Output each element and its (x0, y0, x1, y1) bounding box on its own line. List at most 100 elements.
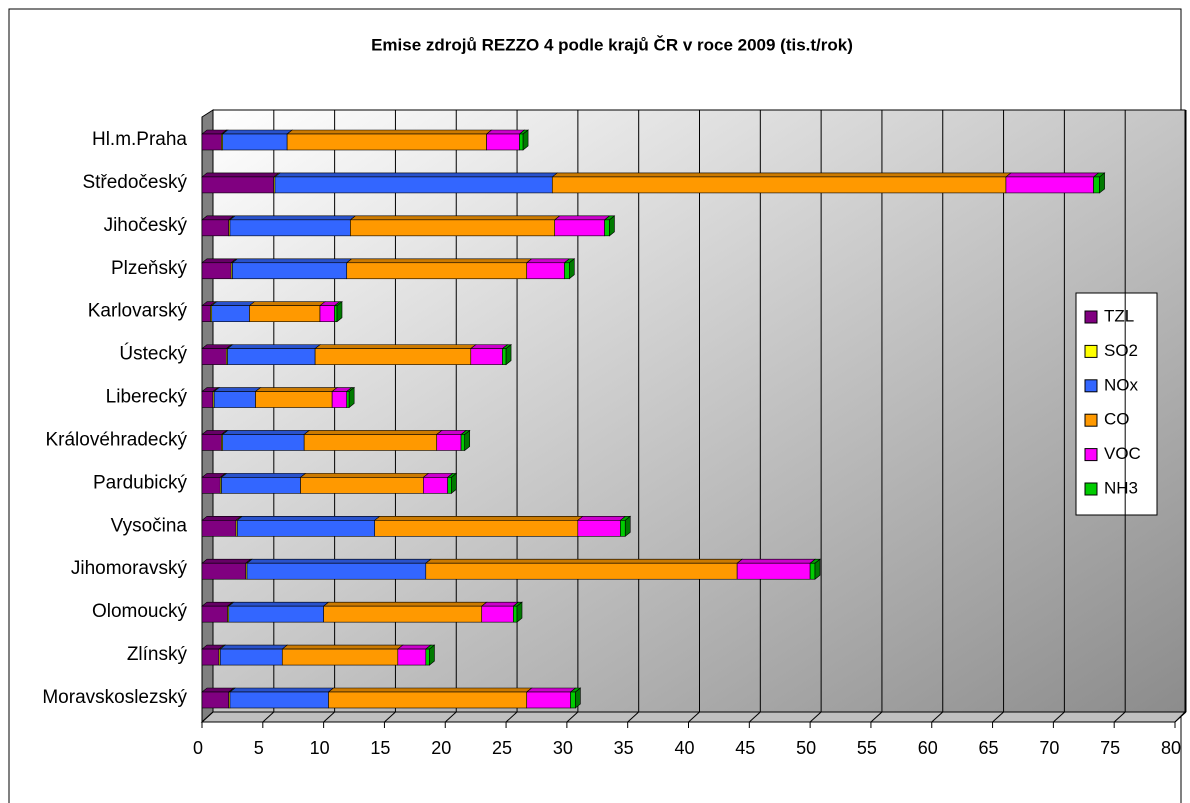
bar (513, 605, 518, 623)
x-tick-label: 5 (254, 738, 264, 758)
bar (350, 219, 556, 237)
bar (303, 434, 438, 451)
bar (470, 348, 503, 365)
bar-top (246, 558, 432, 564)
bar (219, 648, 283, 666)
grid-line (323, 711, 335, 723)
side-wall (201, 109, 214, 724)
bar-top (213, 387, 262, 392)
bar (481, 605, 514, 623)
bar-top (231, 258, 353, 264)
bar-top (314, 344, 477, 349)
x-tick-label: 30 (553, 738, 573, 758)
legend-swatch (1084, 482, 1098, 496)
bar (300, 477, 424, 494)
bar-top (327, 687, 533, 693)
legend-swatch (1084, 379, 1098, 393)
x-tick-label: 80 (1161, 738, 1181, 758)
bar (201, 391, 214, 408)
bar (323, 605, 483, 623)
x-tick-label: 15 (370, 738, 390, 758)
grid-line (748, 711, 761, 723)
grid-line (870, 711, 883, 723)
bar (229, 691, 329, 709)
bar-side (522, 129, 529, 151)
bar-top (219, 644, 289, 650)
bar-side (464, 429, 471, 452)
bar-top (1005, 172, 1100, 178)
bar-top (227, 601, 330, 607)
bar (213, 391, 256, 408)
grid-line (809, 711, 822, 723)
legend-label: SO2 (1104, 341, 1138, 360)
legend-label: VOC (1104, 444, 1141, 463)
grid-line (444, 711, 457, 723)
bar (551, 176, 1007, 194)
bar-top (299, 473, 430, 478)
bar-top (201, 172, 280, 178)
x-tick-label: 50 (796, 738, 816, 758)
bar (577, 520, 621, 537)
bar (519, 133, 524, 151)
bar (222, 133, 288, 151)
bar (201, 691, 230, 709)
y-tick-label: Zlínský (127, 644, 188, 665)
bar-side (1099, 172, 1105, 194)
y-tick-label: Jihomoravský (71, 558, 188, 579)
bar-top (469, 344, 509, 349)
x-tick-label: 60 (918, 738, 938, 758)
grid-line (1113, 711, 1126, 723)
bar (221, 477, 301, 494)
y-tick-label: Moravskoslezský (42, 687, 187, 708)
bar (232, 262, 348, 280)
legend-swatch (1084, 448, 1098, 462)
bar-top (281, 644, 404, 650)
legend-swatch (1084, 310, 1098, 324)
bar-top (221, 430, 311, 435)
bar (1093, 176, 1100, 194)
bar (328, 691, 528, 709)
bar (564, 262, 570, 280)
bar (620, 520, 626, 537)
bar (222, 434, 305, 451)
y-tick-label: Vysočina (111, 515, 188, 536)
bar (236, 520, 376, 537)
bar (286, 133, 487, 151)
y-tick-label: Jihočeský (104, 215, 188, 236)
bar-side (451, 472, 457, 495)
bar (201, 133, 222, 151)
bar-top (201, 558, 252, 564)
bar-top (551, 172, 1012, 178)
bar-top (736, 558, 816, 564)
y-tick-label: Pardubický (93, 472, 187, 493)
bar-side (505, 343, 512, 366)
bar (425, 648, 430, 666)
x-tick-label: 40 (674, 738, 694, 758)
bar-top (226, 344, 321, 349)
bar (201, 219, 230, 237)
chart-title: Emise zdrojů REZZO 4 podle krajů ČR v ro… (371, 35, 853, 54)
bar (526, 691, 571, 709)
bar-top (229, 215, 357, 221)
bar (201, 648, 220, 666)
y-tick-label: Hl.m.Praha (92, 129, 187, 150)
bar-top (303, 430, 443, 435)
x-tick-label: 70 (1039, 738, 1059, 758)
bar-side (348, 386, 355, 409)
bar (201, 348, 227, 365)
bar-side (575, 687, 581, 709)
legend-label: NOx (1104, 375, 1139, 394)
legend-swatch (1084, 344, 1098, 358)
x-tick-label: 35 (614, 738, 634, 758)
bar (374, 520, 579, 537)
legend-label: CO (1104, 410, 1130, 429)
bar-top (424, 558, 744, 564)
bar (486, 133, 520, 151)
bar (447, 477, 452, 494)
bar (274, 176, 553, 194)
bar-top (480, 601, 520, 607)
bar-top (210, 301, 256, 306)
grid-line (627, 711, 640, 723)
bar-side (516, 601, 523, 623)
